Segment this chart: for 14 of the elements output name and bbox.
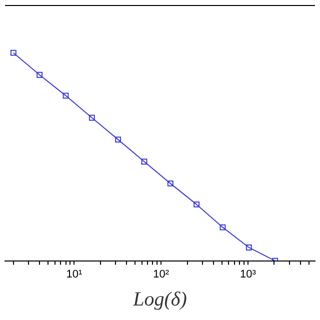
x-tick-label: 10¹ bbox=[66, 268, 82, 280]
point bbox=[220, 224, 226, 230]
x-tick-label: 10³ bbox=[240, 268, 256, 280]
point bbox=[36, 72, 43, 78]
point bbox=[115, 136, 122, 143]
x-axis-title: Log(δ) bbox=[132, 288, 188, 310]
point bbox=[194, 201, 200, 208]
point bbox=[167, 180, 174, 186]
point bbox=[10, 50, 16, 56]
point bbox=[62, 92, 69, 99]
point bbox=[246, 244, 252, 250]
point bbox=[88, 114, 95, 121]
x-tick-label: 10² bbox=[153, 268, 170, 280]
point bbox=[141, 158, 148, 165]
